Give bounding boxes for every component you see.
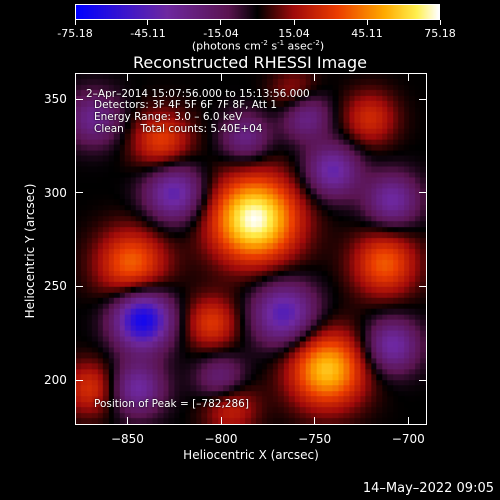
x-tick-mark <box>220 73 222 81</box>
footer-timestamp: 14–May–2022 09:05 <box>362 481 494 496</box>
y-tick-label: 200 <box>44 373 67 388</box>
x-tick-mark <box>314 417 316 425</box>
x-axis-label: Heliocentric X (arcsec) <box>183 448 319 462</box>
colorbar-tick <box>147 20 149 25</box>
y-tick-mark <box>75 98 83 100</box>
y-tick-mark <box>75 192 83 194</box>
x-tick-label: −850 <box>110 432 144 446</box>
x-tick-mark <box>407 73 409 81</box>
colorbar-tick <box>366 20 368 25</box>
x-tick-label: −700 <box>391 432 425 446</box>
colorbar-gradient <box>76 5 439 19</box>
x-tick-mark <box>126 73 128 81</box>
y-tick-mark <box>75 285 83 287</box>
y-tick-mark <box>419 285 427 287</box>
colorbar-tick-label: -15.04 <box>203 27 239 40</box>
x-tick-mark <box>126 417 128 425</box>
chart-title: Reconstructed RHESSI Image <box>133 53 367 72</box>
info-clean-counts: Clean Total counts: 5.40E+04 <box>94 123 263 135</box>
colorbar-tick-label: 75.18 <box>424 27 456 40</box>
colorbar-tick-label: 15.04 <box>278 27 310 40</box>
x-tick-mark <box>220 417 222 425</box>
y-tick-label: 350 <box>44 92 67 107</box>
x-tick-mark <box>314 73 316 81</box>
colorbar-tick-label: 45.11 <box>351 27 383 40</box>
y-tick-mark <box>419 98 427 100</box>
colorbar-units-label: (photons cm-2 s-1 asec-2) <box>191 39 325 53</box>
info-detectors: Detectors: 3F 4F 5F 6F 7F 8F, Att 1 <box>94 99 278 111</box>
y-axis-label: Heliocentric Y (arcsec) <box>23 183 37 319</box>
plot-area <box>75 73 427 425</box>
x-tick-label: −800 <box>204 432 238 446</box>
info-peak-position: Position of Peak = [–782,286] <box>94 398 249 410</box>
colorbar-tick-label: -75.18 <box>57 27 93 40</box>
heatmap-image <box>76 74 426 424</box>
x-tick-label: −750 <box>298 432 332 446</box>
colorbar-tick <box>293 20 295 25</box>
info-date-range: 2–Apr–2014 15:07:56.000 to 15:13:56.000 <box>86 88 310 100</box>
y-tick-mark <box>419 192 427 194</box>
colorbar-tick <box>74 20 76 25</box>
colorbar-tick <box>220 20 222 25</box>
y-tick-label: 300 <box>44 185 67 200</box>
colorbar <box>75 4 440 20</box>
colorbar-tick <box>439 20 441 25</box>
y-tick-mark <box>419 379 427 381</box>
info-energy-range: Energy Range: 3.0 – 6.0 keV <box>94 111 243 123</box>
x-tick-mark <box>407 417 409 425</box>
y-tick-label: 250 <box>44 279 67 294</box>
colorbar-tick-label: -45.11 <box>130 27 166 40</box>
y-tick-mark <box>75 379 83 381</box>
